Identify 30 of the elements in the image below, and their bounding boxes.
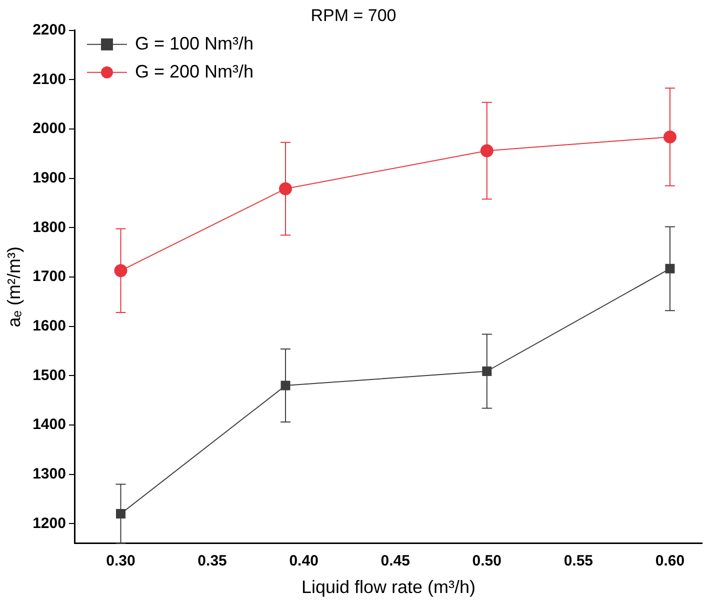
point <box>663 130 676 144</box>
x-tick-label: 0.35 <box>198 552 227 570</box>
y-tick-label: 1300 <box>32 465 66 482</box>
chart-title: RPM = 700 <box>310 6 396 25</box>
x-axis-title: Liquid flow rate (m³/h) <box>301 577 476 598</box>
point <box>116 509 126 519</box>
y-tick-label: 2100 <box>32 70 66 88</box>
y-tick-label: 1700 <box>32 268 66 286</box>
y-axis-title: aₑ (m²/m³) <box>4 246 24 328</box>
point <box>482 366 492 376</box>
point <box>114 264 128 278</box>
y-tick-label: 1400 <box>32 416 66 434</box>
y-tick-label: 1500 <box>32 366 66 384</box>
y-tick-label: 1200 <box>32 514 66 532</box>
legend-label: G = 200 Nm³/h <box>134 61 254 82</box>
y-tick-label: 1800 <box>32 218 66 236</box>
x-tick-label: 0.30 <box>106 552 136 570</box>
legend-label: G = 100 Nm³/h <box>134 33 254 54</box>
point <box>279 182 292 196</box>
point <box>665 264 675 274</box>
x-tick-label: 0.45 <box>380 552 410 570</box>
point <box>480 144 494 158</box>
x-tick-label: 0.55 <box>564 552 594 570</box>
y-tick-label: 2200 <box>32 22 66 39</box>
x-tick-label: 0.40 <box>289 552 318 570</box>
y-tick-label: 2000 <box>32 120 66 138</box>
x-tick-label: 0.60 <box>655 552 685 570</box>
y-tick-label: 1600 <box>32 318 66 334</box>
x-tick-label: 0.50 <box>472 552 502 570</box>
y-tick-label: 1900 <box>32 170 66 187</box>
